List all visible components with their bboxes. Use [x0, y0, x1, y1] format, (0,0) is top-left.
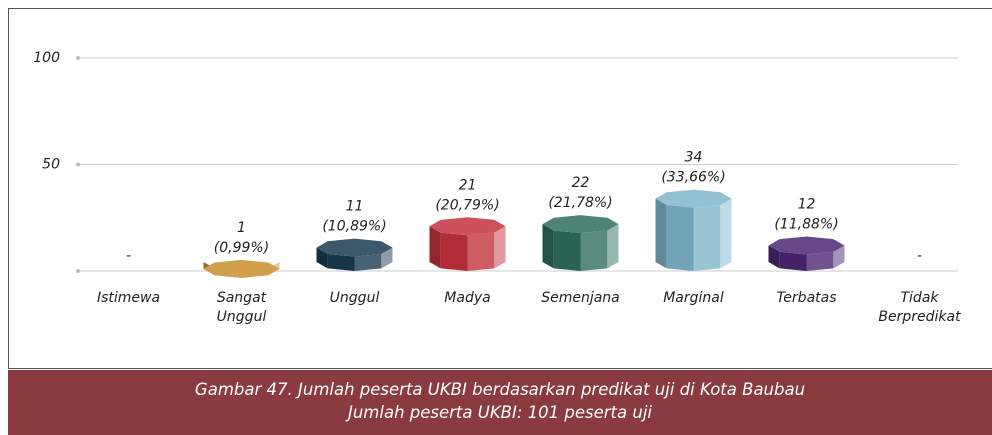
x-tick-label: Terbatas	[776, 290, 837, 306]
bar-face	[440, 232, 468, 271]
data-label: (21,78%)	[548, 195, 612, 211]
chart-frame	[8, 8, 992, 369]
bar-top	[655, 189, 732, 208]
data-label: 11	[346, 199, 364, 215]
data-label: 1	[237, 220, 246, 236]
x-tick-label: Tidak Berpredikat	[878, 290, 961, 325]
data-label: (20,79%)	[435, 197, 499, 213]
bar-face	[381, 247, 393, 269]
bar-face	[429, 226, 441, 269]
axis-dot	[76, 269, 80, 273]
bar-face	[693, 204, 721, 271]
x-tick-label: Marginal	[663, 290, 724, 306]
x-tick-label: Sangat Unggul	[216, 290, 267, 325]
bar-face	[542, 224, 554, 269]
y-tick-label: 100	[33, 50, 60, 66]
bar-top	[429, 217, 506, 236]
data-label: 12	[798, 196, 816, 212]
bar-top	[203, 259, 280, 278]
x-tick-label: Semenjana	[541, 290, 620, 306]
bar-face	[666, 204, 694, 271]
caption-band: Gambar 47. Jumlah peserta UKBI berdasark…	[8, 370, 992, 435]
caption-line: Gambar 47. Jumlah peserta UKBI berdasark…	[194, 380, 806, 399]
data-label: -	[917, 248, 922, 264]
bar-top	[768, 236, 845, 255]
bar-top	[316, 238, 393, 257]
bar-face	[467, 232, 495, 271]
bar-face	[580, 230, 608, 271]
bar-face	[833, 245, 845, 269]
data-label: (11,88%)	[774, 216, 838, 232]
caption-line: Jumlah peserta UKBI: 101 peserta uji	[347, 403, 652, 422]
bar-face	[553, 230, 581, 271]
bar-face	[779, 251, 807, 271]
bar-face	[768, 245, 780, 269]
data-label: 21	[459, 177, 477, 193]
bar-face	[607, 224, 619, 269]
data-label: (0,99%)	[214, 240, 269, 256]
x-tick-label: Madya	[444, 290, 491, 306]
data-label: -	[126, 248, 131, 264]
x-tick-label: Unggul	[329, 290, 380, 306]
x-tick-label: Istimewa	[96, 290, 161, 306]
tick-dot	[76, 162, 80, 167]
bar-face	[806, 251, 834, 271]
bar-face	[354, 253, 382, 271]
tick-dot	[76, 56, 80, 60]
chart: 50 100 - (0,99%) 1 (10,89%) 11 (20,79%) 21 (21,78…	[8, 8, 992, 369]
data-label: 34	[685, 150, 703, 166]
y-tick-label: 50	[42, 157, 60, 173]
bar-face	[494, 226, 506, 269]
bar-face	[316, 247, 328, 269]
bar-face	[655, 198, 667, 269]
data-label: 22	[572, 175, 590, 191]
data-label: (33,66%)	[661, 170, 725, 186]
bar-top	[542, 215, 619, 234]
bar-face	[327, 253, 355, 271]
bar-face	[720, 198, 732, 269]
data-label: (10,89%)	[322, 219, 386, 235]
